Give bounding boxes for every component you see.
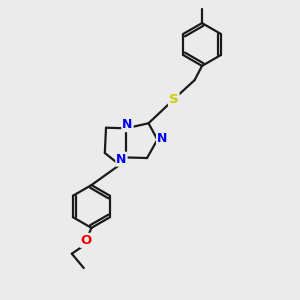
Text: S: S xyxy=(169,93,178,106)
Text: O: O xyxy=(80,234,92,247)
Text: N: N xyxy=(122,118,133,131)
Text: N: N xyxy=(116,153,127,166)
Text: N: N xyxy=(157,132,167,145)
